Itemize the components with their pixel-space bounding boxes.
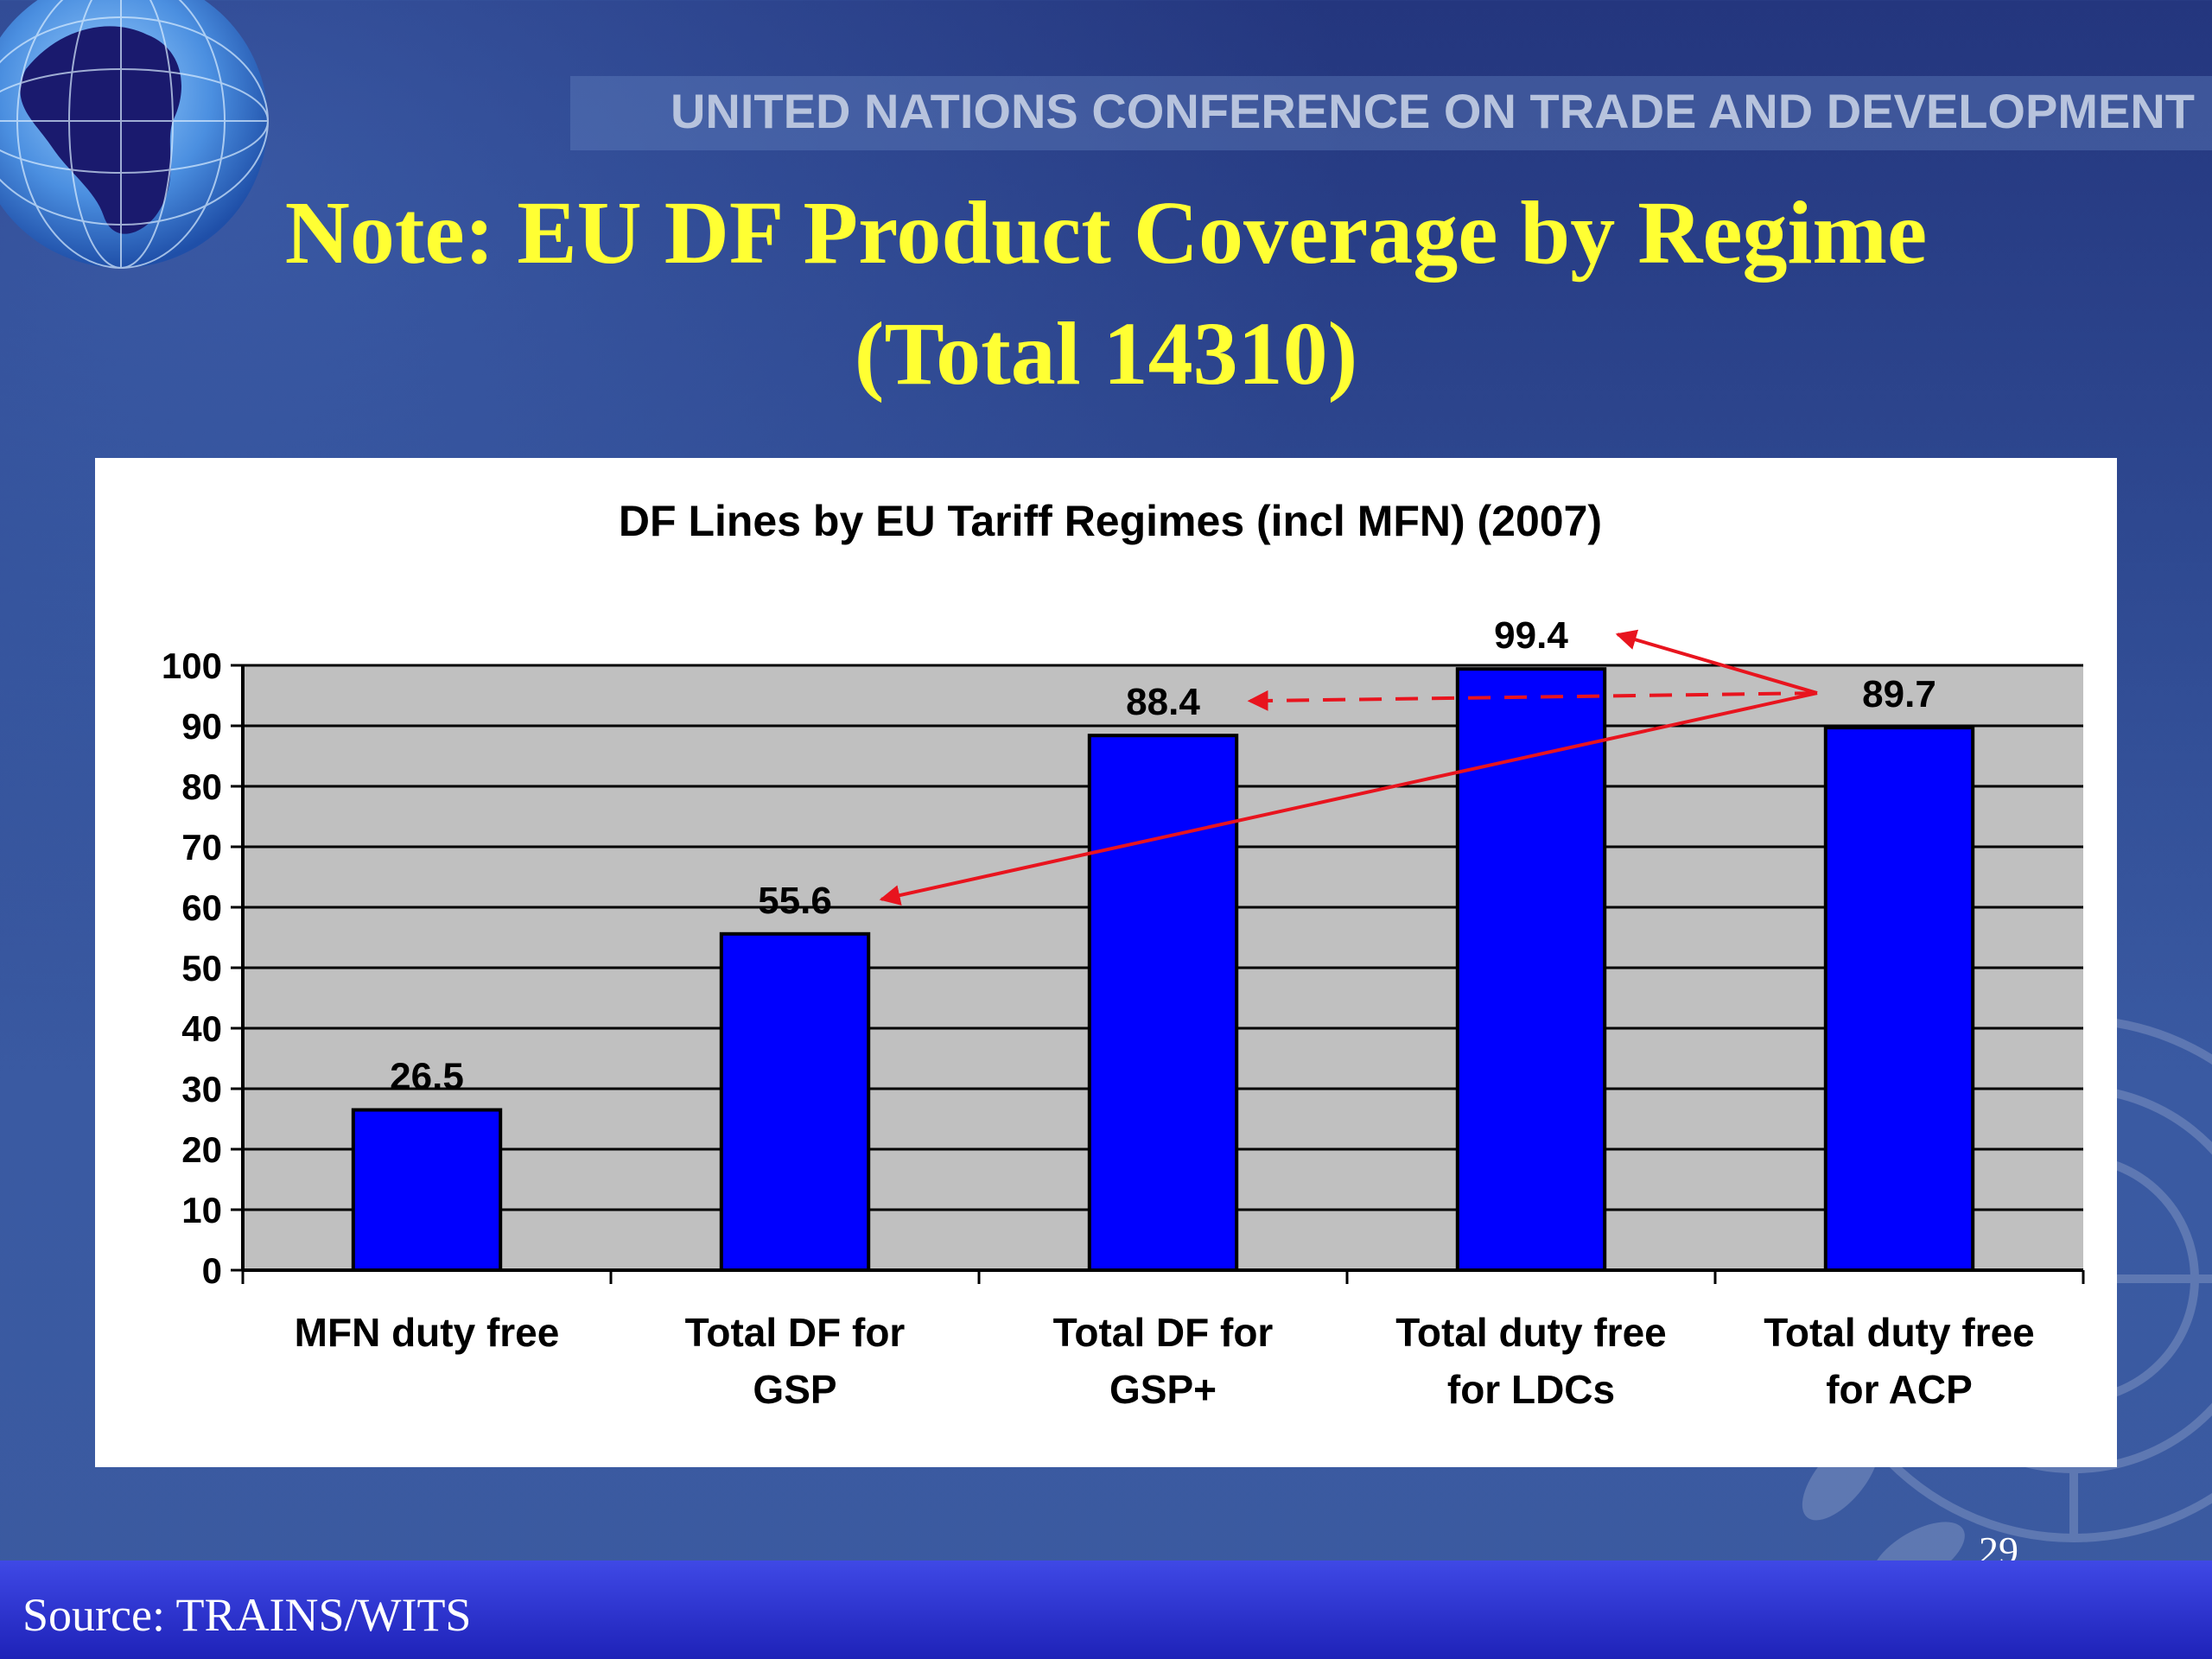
data-label: 26.5 <box>390 1056 464 1098</box>
category-label: GSP <box>753 1367 836 1412</box>
y-tick-label: 40 <box>181 1008 222 1049</box>
y-tick-label: 70 <box>181 827 222 868</box>
y-tick-label: 30 <box>181 1069 222 1109</box>
y-tick-label: 90 <box>181 706 222 747</box>
bar <box>351 1108 503 1272</box>
data-label: 55.6 <box>758 880 832 922</box>
chart-title: DF Lines by EU Tariff Regimes (incl MFN)… <box>619 497 1602 545</box>
chart-panel: DF Lines by EU Tariff Regimes (incl MFN)… <box>95 458 2117 1467</box>
header-band <box>570 76 2212 150</box>
category-label: Total duty free <box>1764 1310 2035 1355</box>
y-tick-label: 0 <box>202 1250 222 1291</box>
slide-title: Note: EU DF Product Coverage by Regime (… <box>156 173 2056 415</box>
org-banner: UNITED NATIONS CONFERENCE ON TRADE AND D… <box>670 84 2195 138</box>
globe-icon <box>0 0 269 269</box>
slide-title-line-1: Note: EU DF Product Coverage by Regime <box>284 183 1928 283</box>
y-tick-label: 60 <box>181 887 222 928</box>
data-label: 88.4 <box>1126 681 1200 723</box>
data-label: 89.7 <box>1862 673 1936 715</box>
bar <box>1455 667 1607 1272</box>
bar-chart: DF Lines by EU Tariff Regimes (incl MFN)… <box>162 497 2085 1412</box>
y-tick-label: 50 <box>181 948 222 988</box>
category-label: Total duty free <box>1395 1310 1667 1355</box>
slide-title-line-2: (Total 14310) <box>854 304 1358 404</box>
footer-bar <box>0 1560 2212 1659</box>
source-note: Source: TRAINS/WITS <box>22 1589 472 1641</box>
y-tick-label: 20 <box>181 1129 222 1170</box>
y-tick-label: 10 <box>181 1190 222 1230</box>
annotation-arrow <box>1615 629 1818 696</box>
annotation-arrow <box>879 691 1818 906</box>
y-tick-label: 80 <box>181 766 222 807</box>
category-label: GSP+ <box>1109 1367 1217 1412</box>
bar <box>1823 726 1975 1273</box>
annotation-arrow <box>1247 690 1818 711</box>
bar <box>1087 734 1239 1272</box>
data-label: 99.4 <box>1494 614 1568 657</box>
category-label: Total DF for <box>1053 1310 1274 1355</box>
y-tick-label: 100 <box>162 645 222 686</box>
category-label: MFN duty free <box>295 1310 560 1355</box>
category-label: for LDCs <box>1447 1367 1615 1412</box>
category-label: Total DF for <box>685 1310 906 1355</box>
bar <box>719 931 871 1272</box>
category-label: for ACP <box>1826 1367 1973 1412</box>
